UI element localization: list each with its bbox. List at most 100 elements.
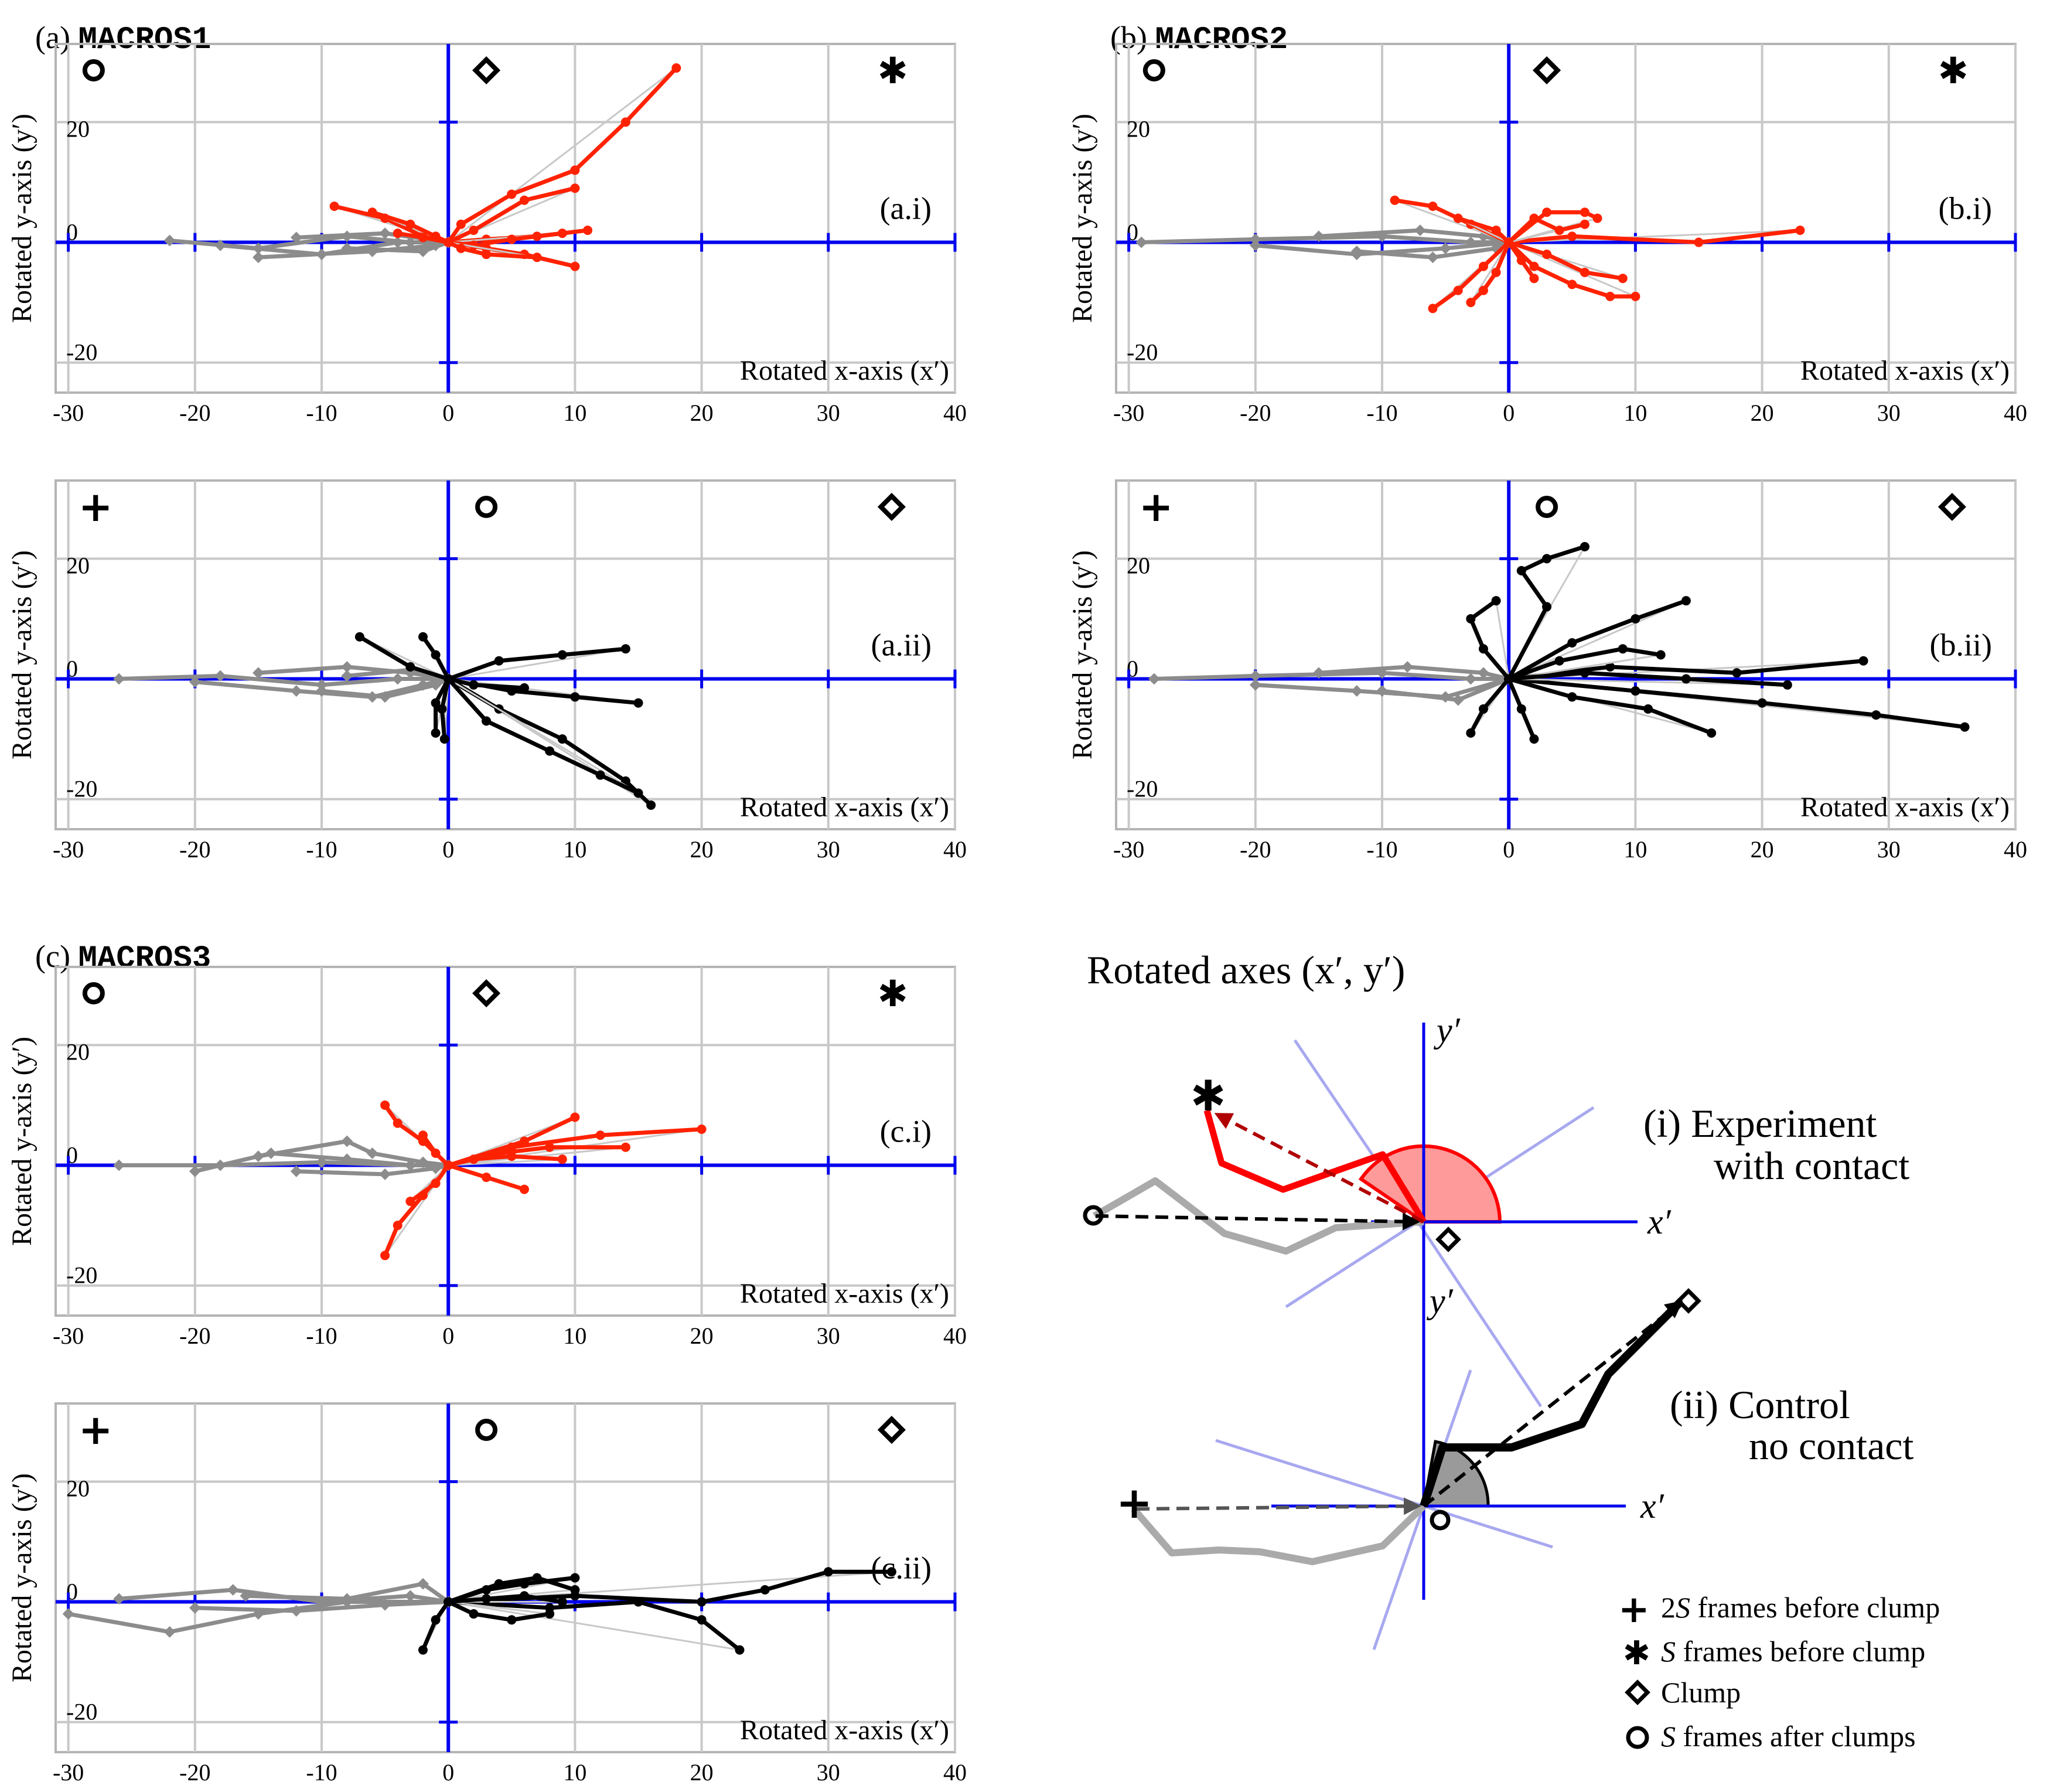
pre-point: [1249, 670, 1261, 682]
post-point: [1795, 226, 1805, 236]
post-point: [444, 674, 453, 684]
schematic-i-line1: (i) Experiment: [1643, 1101, 1877, 1146]
post-point: [1631, 291, 1640, 301]
x-tick-label: -10: [306, 1759, 337, 1786]
pre-point: [1401, 661, 1414, 673]
displacement-arrow-post: [1423, 1300, 1683, 1508]
post-trajectory: [1431, 240, 1510, 311]
post-point: [1466, 614, 1476, 624]
y-axis-label: Rotated y-axis (y′): [6, 1473, 37, 1682]
displacement-line: [448, 67, 677, 243]
pre-point: [1440, 242, 1452, 254]
x-tick-label: -30: [53, 1323, 84, 1349]
post-trajectory: [1507, 210, 1599, 244]
post-point: [646, 800, 656, 810]
x-tick-label: 0: [1503, 836, 1515, 863]
x-tick-label: 10: [1623, 400, 1647, 426]
post-point: [469, 226, 479, 236]
post-trajectory: [1507, 216, 1585, 244]
pre-trajectory: [1356, 240, 1510, 260]
y-prime-label-i: y′: [1433, 1011, 1461, 1050]
post-point: [570, 1112, 580, 1122]
displacement-line: [1508, 599, 1687, 680]
post-point: [482, 716, 492, 726]
before-2s-marker-plus: +: [1116, 1478, 1152, 1528]
pre-point: [214, 670, 226, 682]
plot-frame: [1115, 479, 2017, 830]
x-prime-label-ii: x′: [1640, 1487, 1664, 1525]
x-tick-label: -30: [1113, 836, 1144, 863]
pre-point: [379, 691, 391, 703]
post-point: [431, 1178, 441, 1188]
marker-symbol: [877, 1415, 906, 1444]
post-point: [595, 1130, 605, 1140]
post-point: [519, 195, 529, 205]
post-point: [1871, 710, 1881, 720]
x-axis-label: Rotated x-axis (x′): [740, 1715, 949, 1746]
displacement-line: [1495, 600, 1510, 679]
post-point: [1618, 274, 1628, 284]
pre-point: [189, 1165, 201, 1177]
x-axis-label: Rotated x-axis (x′): [1800, 792, 2010, 823]
post-point: [1529, 734, 1539, 744]
marker-symbol: [1533, 56, 1561, 85]
x-tick-label: 20: [1751, 400, 1774, 426]
pre-point: [189, 676, 201, 688]
post-point: [1529, 213, 1539, 223]
marker-symbol: [1938, 492, 1966, 522]
post-point: [1542, 554, 1552, 564]
post-point: [405, 1197, 415, 1207]
post-trajectory: [1508, 670, 1788, 687]
pre-point: [214, 239, 226, 251]
after-marker-o: [1430, 1510, 1451, 1531]
pre-trajectory: [245, 1582, 450, 1604]
post-point: [633, 788, 643, 798]
post-point: [482, 1173, 492, 1183]
post-point: [507, 1615, 517, 1625]
post-point: [431, 1149, 441, 1159]
pre-point: [1478, 667, 1489, 679]
legend-symbol-diamond: [1625, 1679, 1650, 1705]
x-tick-label: -20: [1240, 400, 1271, 426]
post-point: [1491, 267, 1501, 277]
pre-point: [341, 1135, 353, 1147]
post-point: [393, 229, 403, 239]
x-tick-label: 20: [690, 400, 714, 426]
x-tick-label: 40: [943, 1759, 967, 1786]
post-point: [469, 680, 479, 690]
post-point: [1567, 280, 1577, 289]
pre-point: [391, 673, 404, 685]
x-tick-label: 40: [943, 836, 967, 863]
post-point: [1580, 207, 1589, 217]
post-point: [1580, 668, 1589, 678]
pre-point: [379, 1168, 391, 1180]
x-axis-label: Rotated x-axis (x′): [740, 1278, 949, 1309]
pre-point: [113, 1159, 125, 1171]
x-tick-label: 20: [690, 836, 714, 863]
marker-symbol: [475, 496, 498, 518]
post-point: [570, 165, 580, 175]
post-point: [697, 1597, 707, 1607]
y-tick-label: 20: [1127, 552, 1150, 578]
pre-point: [1376, 685, 1388, 697]
marker-symbol: +: [79, 483, 113, 531]
displacement-line: [1509, 229, 1800, 244]
pre-point: [1249, 233, 1261, 246]
plot-frame: [54, 1402, 956, 1753]
y-tick-label: 20: [66, 1475, 90, 1501]
x-tick-label: 0: [442, 1759, 454, 1786]
x-prime-label-i: x′: [1647, 1202, 1672, 1241]
post-point: [519, 1591, 529, 1601]
post-trajectory: [448, 646, 626, 681]
pre-point: [62, 1608, 74, 1620]
post-point: [1554, 226, 1564, 236]
pre-point: [417, 1578, 429, 1590]
wedge-experiment: [1358, 1144, 1502, 1224]
x-tick-label: 30: [817, 1759, 840, 1786]
marker-symbol: [82, 982, 105, 1004]
pre-path: [1131, 1503, 1427, 1565]
x-tick-label: 30: [1877, 400, 1901, 426]
